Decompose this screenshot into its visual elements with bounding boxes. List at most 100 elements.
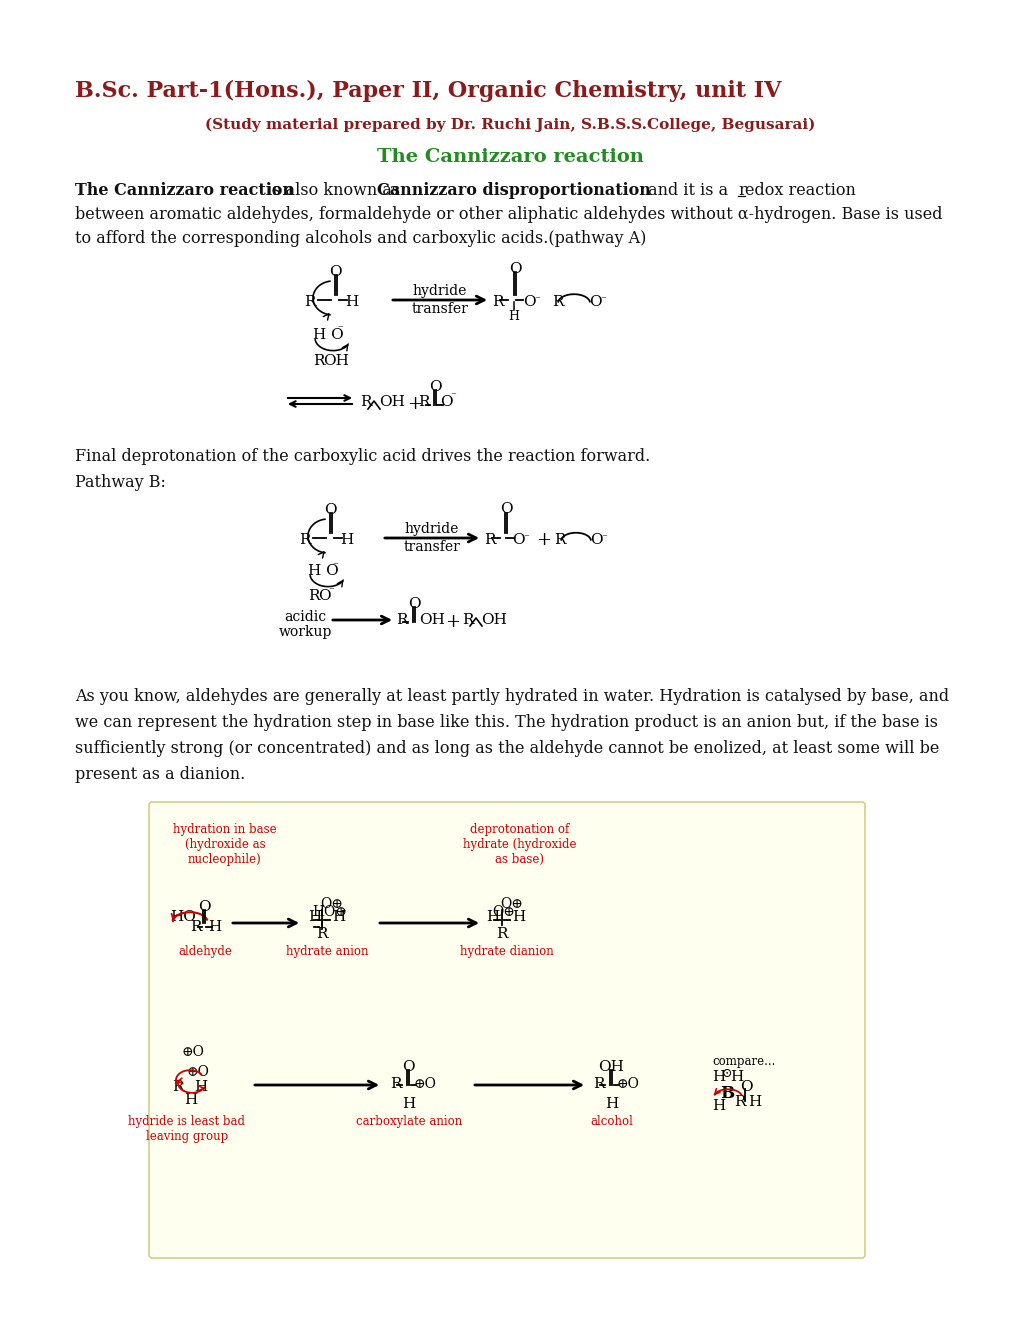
Text: ⁻: ⁻ (523, 533, 529, 543)
Text: workup: workup (278, 624, 331, 639)
Text: O⊕: O⊕ (491, 906, 515, 919)
Text: H: H (508, 310, 519, 323)
Text: ⁻: ⁻ (449, 391, 455, 401)
Text: sufficiently strong (or concentrated) and as long as the aldehyde cannot be enol: sufficiently strong (or concentrated) an… (75, 741, 938, 756)
Text: hydration in base
(hydroxide as
nucleophile): hydration in base (hydroxide as nucleoph… (173, 822, 276, 866)
Text: ⁻: ⁻ (599, 294, 605, 305)
Text: R: R (360, 395, 371, 409)
Text: edox reaction: edox reaction (744, 182, 855, 199)
Text: O: O (523, 294, 535, 309)
Text: OH: OH (323, 354, 348, 368)
Text: R: R (496, 927, 507, 941)
Text: H: H (308, 909, 321, 924)
Text: hydrate dianion: hydrate dianion (460, 945, 553, 958)
Text: O: O (408, 597, 420, 611)
Text: +: + (535, 531, 550, 549)
Text: ⁻: ⁻ (331, 561, 337, 572)
Text: H: H (747, 1096, 760, 1109)
Text: H: H (331, 909, 344, 924)
Text: O: O (323, 503, 336, 517)
Text: O: O (318, 589, 330, 603)
Text: and it is a: and it is a (642, 182, 733, 199)
Text: compare...: compare... (711, 1055, 774, 1068)
Text: R: R (313, 354, 324, 368)
Text: R: R (172, 1080, 183, 1094)
Text: transfer: transfer (411, 302, 468, 315)
Text: R: R (190, 920, 202, 935)
Text: R: R (491, 294, 503, 309)
Text: O: O (328, 265, 341, 279)
Text: we can represent the hydration step in base like this. The hydration product is : we can represent the hydration step in b… (75, 714, 937, 731)
Text: R: R (308, 589, 319, 603)
Text: The Cannizzaro reaction: The Cannizzaro reaction (376, 148, 643, 166)
Text: Final deprotonation of the carboxylic acid drives the reaction forward.: Final deprotonation of the carboxylic ac… (75, 447, 650, 465)
Text: ⊕O: ⊕O (181, 1045, 205, 1059)
Text: R: R (551, 294, 562, 309)
Text: O: O (588, 294, 601, 309)
Text: As you know, aldehydes are generally at least partly hydrated in water. Hydratio: As you know, aldehydes are generally at … (75, 688, 949, 705)
Text: H: H (183, 1093, 197, 1107)
Text: H: H (208, 920, 221, 935)
Text: O: O (512, 533, 524, 546)
Text: Pathway B:: Pathway B: (75, 474, 166, 491)
Text: ⁻: ⁻ (336, 323, 342, 334)
Text: ⊕O: ⊕O (186, 1065, 210, 1078)
Text: O: O (428, 380, 441, 393)
Text: to afford the corresponding alcohols and carboxylic acids.(pathway A): to afford the corresponding alcohols and… (75, 230, 646, 247)
Text: acidic: acidic (283, 610, 326, 624)
Text: +: + (444, 612, 460, 631)
Text: alcohol: alcohol (590, 1115, 633, 1129)
Text: O: O (439, 395, 452, 409)
Text: O: O (198, 900, 210, 913)
Text: O⊕: O⊕ (500, 898, 523, 911)
Text: aldehyde: aldehyde (178, 945, 231, 958)
Text: R: R (304, 294, 316, 309)
Text: H: H (194, 1080, 207, 1094)
Text: R: R (553, 533, 565, 546)
Text: R: R (316, 927, 327, 941)
Text: H: H (401, 1097, 415, 1111)
Text: ⊕O: ⊕O (616, 1077, 639, 1092)
Text: H: H (340, 533, 354, 546)
Text: OH: OH (419, 612, 444, 627)
Text: R: R (395, 612, 408, 627)
Text: H: H (345, 294, 359, 309)
Text: ⁻: ⁻ (600, 533, 606, 543)
Text: +: + (407, 395, 422, 413)
Text: The Cannizzaro reaction: The Cannizzaro reaction (75, 182, 293, 199)
Text: B.Sc. Part-1(Hons.), Paper II, Organic Chemistry, unit IV: B.Sc. Part-1(Hons.), Paper II, Organic C… (75, 81, 781, 102)
Text: R: R (734, 1096, 745, 1109)
Text: ⊙: ⊙ (721, 1067, 732, 1080)
Text: H O: H O (308, 564, 338, 578)
Text: O⊕: O⊕ (320, 898, 343, 911)
Text: R: R (389, 1077, 401, 1092)
Text: O: O (589, 533, 602, 546)
Text: ⁻: ⁻ (534, 294, 539, 305)
Text: transfer: transfer (404, 540, 460, 554)
Text: O: O (508, 261, 521, 276)
Text: H: H (711, 1071, 725, 1084)
Text: R: R (592, 1077, 604, 1092)
Text: between aromatic aldehydes, formaldehyde or other aliphatic aldehydes without α-: between aromatic aldehydes, formaldehyde… (75, 206, 942, 223)
Text: OH: OH (481, 612, 506, 627)
Text: H: H (730, 1071, 743, 1084)
Text: OH: OH (597, 1060, 624, 1074)
Text: ⁻: ⁻ (328, 586, 333, 597)
Text: R: R (418, 395, 429, 409)
Text: is also known as: is also known as (262, 182, 405, 199)
FancyBboxPatch shape (149, 803, 864, 1258)
Text: O: O (739, 1080, 752, 1094)
Text: Cannizzaro disproportionation: Cannizzaro disproportionation (377, 182, 650, 199)
Text: H O: H O (313, 327, 343, 342)
Text: R: R (484, 533, 495, 546)
Text: present as a dianion.: present as a dianion. (75, 766, 245, 783)
Text: OH: OH (379, 395, 405, 409)
Text: hydrate anion: hydrate anion (285, 945, 368, 958)
Text: H: H (485, 909, 498, 924)
Text: carboxylate anion: carboxylate anion (356, 1115, 462, 1129)
Text: HO⊕: HO⊕ (312, 906, 346, 919)
Text: hydride is least bad
leaving group: hydride is least bad leaving group (128, 1115, 246, 1143)
Text: hydride: hydride (405, 521, 459, 536)
Text: H: H (605, 1097, 618, 1111)
Text: R: R (299, 533, 311, 546)
